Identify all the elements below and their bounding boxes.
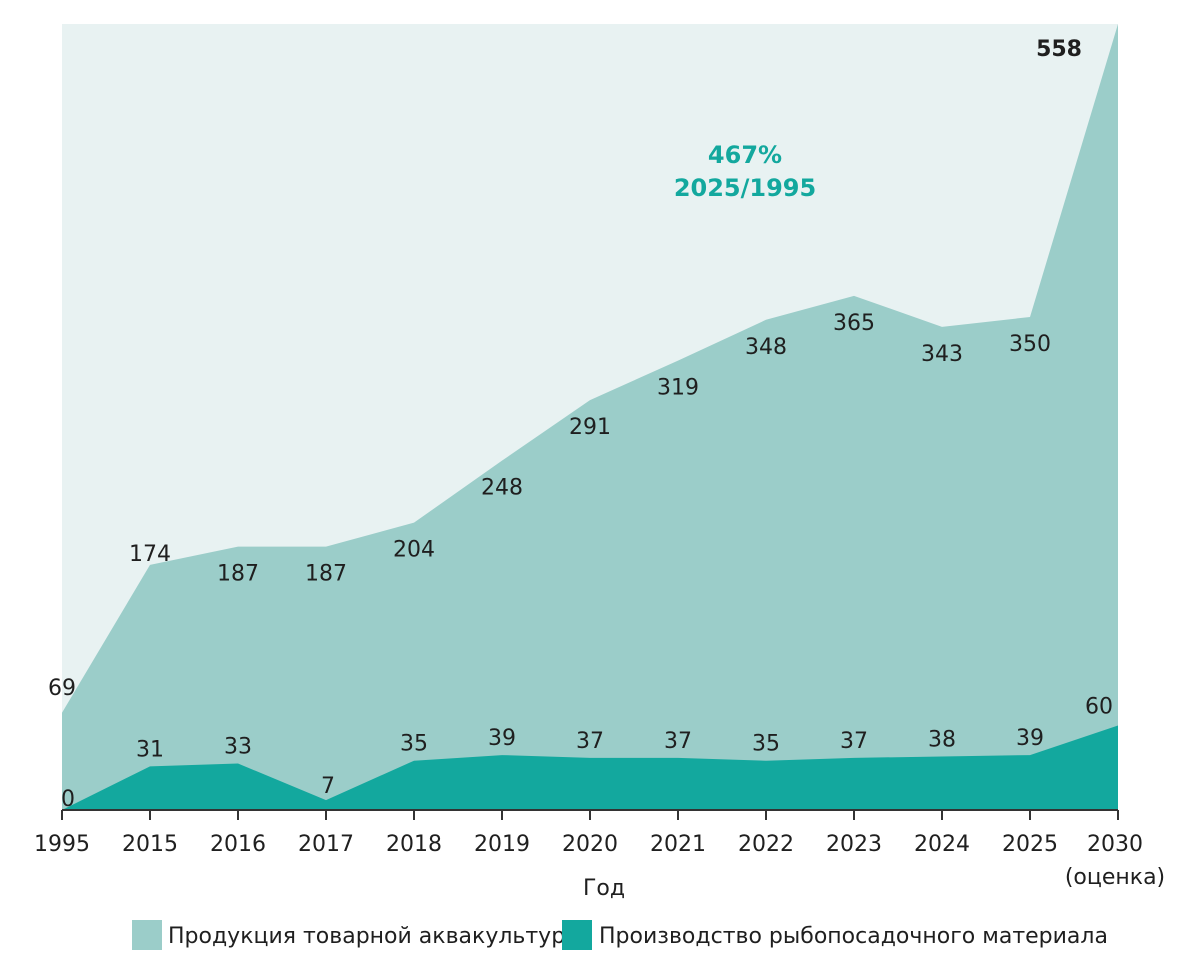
data-label-production: 174 xyxy=(129,542,171,567)
x-axis: 1995 2015 2016 2017 2018 2019 2020 2021 2022 2023… xyxy=(34,809,1165,890)
data-label-fry: 33 xyxy=(224,735,252,760)
data-label-fry: 37 xyxy=(664,729,692,754)
data-label-production: 291 xyxy=(569,415,611,440)
data-label-fry: 7 xyxy=(321,774,335,799)
data-label-production: 204 xyxy=(393,538,435,563)
x-tick-label: 2030 xyxy=(1087,832,1143,857)
x-tick-label: 2024 xyxy=(914,832,970,857)
legend-label-fry: Производство рыбопосадочного материала xyxy=(599,924,1108,949)
data-label-fry: 38 xyxy=(928,727,956,752)
legend: Продукция товарной аквакультуры Производ… xyxy=(132,920,1108,950)
x-tick-label: 2022 xyxy=(738,832,794,857)
x-tick-label: 2019 xyxy=(474,832,530,857)
x-axis-title: Год xyxy=(583,876,625,901)
x-tick-label: 2015 xyxy=(122,832,178,857)
legend-label-production: Продукция товарной аквакультуры xyxy=(168,924,583,949)
x-tick-label: 2018 xyxy=(386,832,442,857)
data-label-production: 319 xyxy=(657,376,699,401)
growth-annotation-period: 2025/1995 xyxy=(674,174,816,202)
x-tick-label: 2023 xyxy=(826,832,882,857)
data-label-fry: 31 xyxy=(136,737,164,762)
data-label-fry: 35 xyxy=(752,732,780,757)
data-label-production: 343 xyxy=(921,342,963,367)
data-label-production: 365 xyxy=(833,311,875,336)
growth-annotation-percent: 467% xyxy=(708,141,782,169)
data-label-production: 248 xyxy=(481,476,523,501)
data-label-fry: 39 xyxy=(488,726,516,751)
data-label-production: 348 xyxy=(745,335,787,360)
area-series-production xyxy=(62,24,1118,810)
data-label-fry: 35 xyxy=(400,732,428,757)
x-tick-label: 2020 xyxy=(562,832,618,857)
x-tick-label: 2016 xyxy=(210,832,266,857)
x-tick-label: 2017 xyxy=(298,832,354,857)
fry-labels: 0 31 33 7 35 39 37 37 35 37 38 39 60 xyxy=(61,694,1113,812)
x-tick-label: 2021 xyxy=(650,832,706,857)
x-tick-sublabel: (оценка) xyxy=(1065,865,1165,890)
data-label-fry: 37 xyxy=(840,729,868,754)
legend-swatch-fry xyxy=(562,920,592,950)
data-label-production: 187 xyxy=(217,562,259,587)
data-label-fry: 37 xyxy=(576,729,604,754)
production-labels: 69 174 187 187 204 248 291 319 348 365 343 350 558 xyxy=(48,37,1082,701)
area-series-fry xyxy=(62,725,1118,810)
x-tick-label: 1995 xyxy=(34,832,90,857)
chart-areas xyxy=(62,24,1118,810)
data-label-production: 558 xyxy=(1036,37,1082,62)
data-label-production: 69 xyxy=(48,676,76,701)
data-label-fry: 39 xyxy=(1016,726,1044,751)
data-label-fry: 0 xyxy=(61,787,75,812)
legend-swatch-production xyxy=(132,920,162,950)
data-label-production: 350 xyxy=(1009,332,1051,357)
data-label-production: 187 xyxy=(305,562,347,587)
data-label-fry: 60 xyxy=(1085,694,1113,719)
x-tick-label: 2025 xyxy=(1002,832,1058,857)
